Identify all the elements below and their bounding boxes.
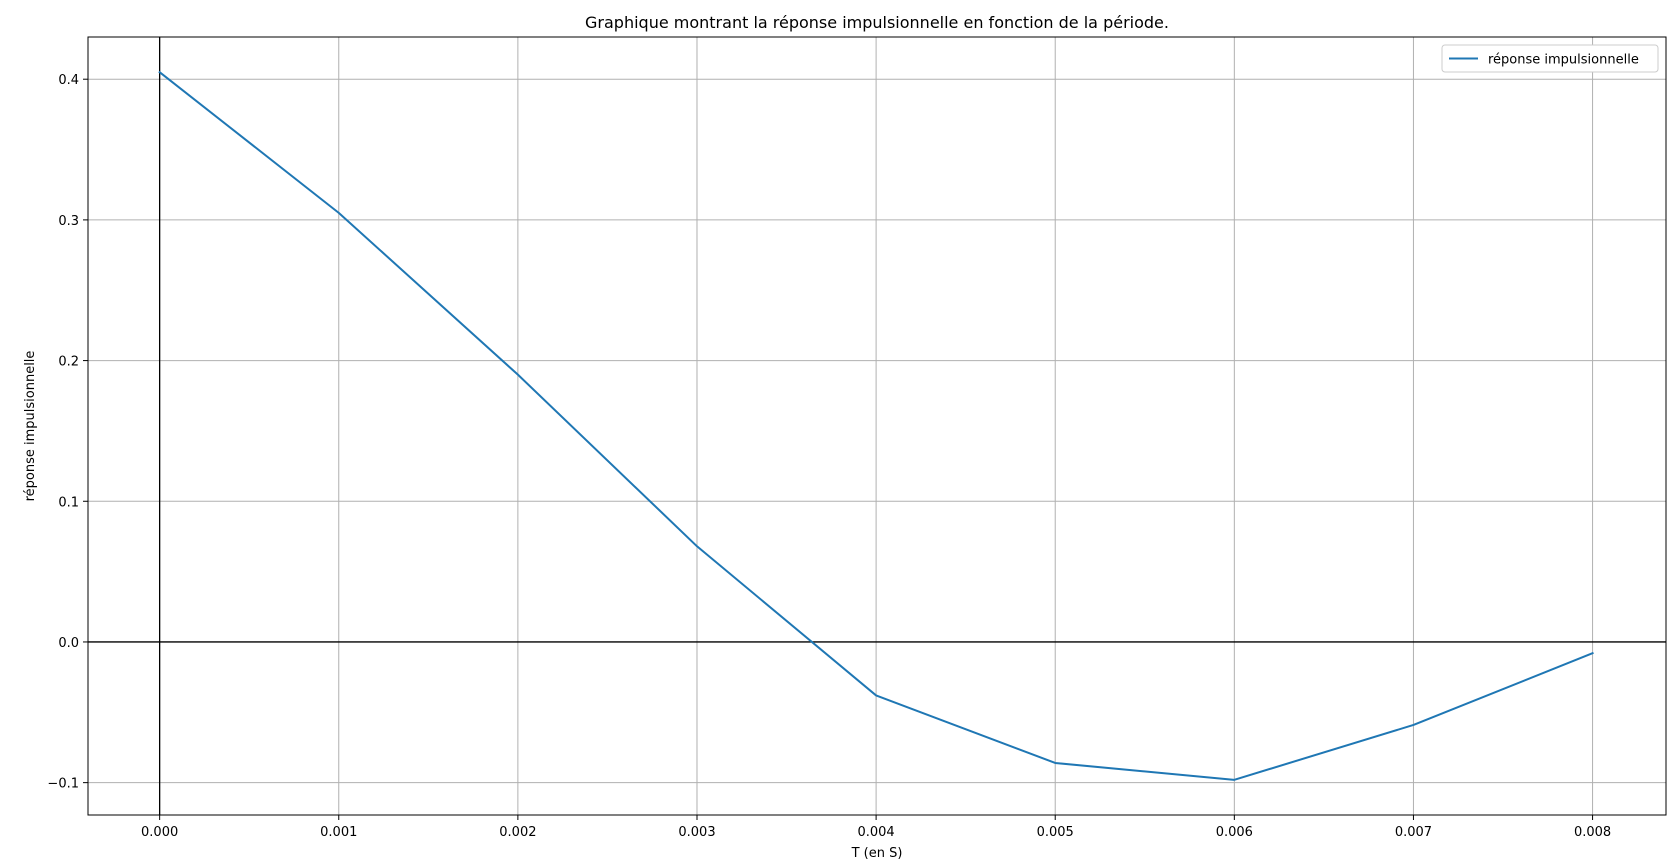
x-tick-label: 0.000 [141, 825, 178, 840]
x-axis-ticks: 0.000 0.001 0.002 0.003 0.004 0.005 0.006 0.007… [141, 815, 1611, 840]
y-tick-label: −0.1 [47, 777, 79, 792]
series-line [158, 70, 1594, 781]
legend-box [1441, 44, 1659, 73]
x-tick-label: 0.001 [320, 825, 357, 840]
y-axis-label: réponse impulsionnelle [23, 351, 38, 502]
x-tick-label: 0.008 [1574, 825, 1611, 840]
x-axis-label: T (en S) [851, 846, 903, 861]
x-tick-label: 0.003 [678, 825, 715, 840]
y-tick-label: 0.3 [58, 214, 79, 229]
y-tick-label: 0.2 [58, 355, 79, 370]
plot-frame [87, 36, 1667, 816]
reference-lines [88, 37, 1666, 815]
legend: réponse impulsionnelle [1441, 44, 1659, 73]
legend-label: réponse impulsionnelle [1488, 53, 1639, 68]
y-tick-label: 0.0 [58, 636, 79, 651]
x-tick-label: 0.004 [857, 825, 894, 840]
x-tick-label: 0.005 [1037, 825, 1074, 840]
chart-title: Graphique montrant la réponse impulsionn… [585, 13, 1169, 32]
y-axis-ticks: −0.1 0.0 0.1 0.2 0.3 0.4 [47, 73, 88, 792]
y-tick-label: 0.4 [58, 73, 79, 88]
x-tick-label: 0.006 [1216, 825, 1253, 840]
x-tick-label: 0.002 [499, 825, 536, 840]
y-tick-label: 0.1 [58, 495, 79, 510]
series-layer [158, 70, 1594, 781]
x-tick-label: 0.007 [1395, 825, 1432, 840]
